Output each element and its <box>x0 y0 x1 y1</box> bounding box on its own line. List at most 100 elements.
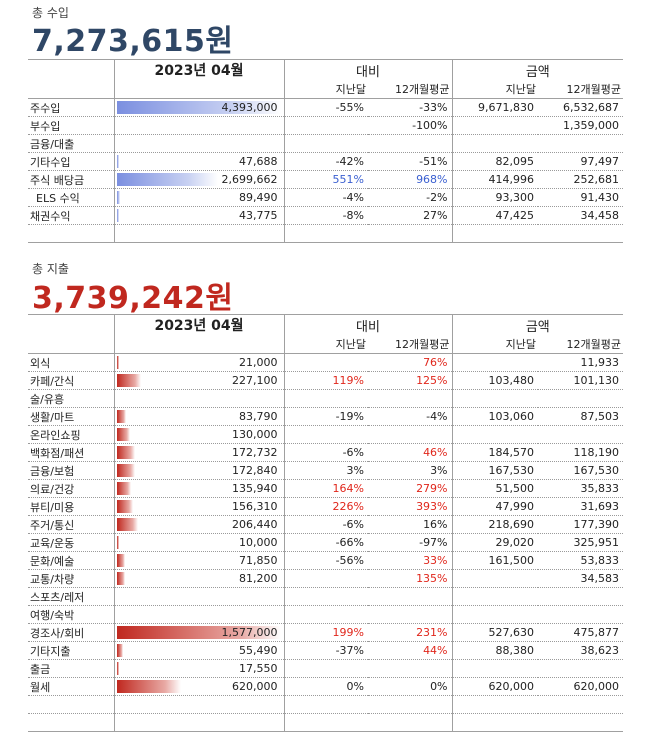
expense-month-value-cell: 156,310 <box>114 497 285 516</box>
income-month-value: 4,393,000 <box>221 101 278 114</box>
expense-compare-prev-month: 199% <box>284 623 368 642</box>
expense-amount-bar <box>116 374 141 387</box>
expense-month-value: 130,000 <box>232 428 278 441</box>
income-amount-prev-month <box>452 224 539 243</box>
expense-category <box>28 695 115 714</box>
income-category: 주수입 <box>28 98 115 117</box>
expense-month-value-cell: 130,000 <box>114 425 285 444</box>
expense-category: 교육/운동 <box>28 533 115 552</box>
income-compare-prev-month <box>284 116 368 135</box>
income-header-compare: 대비 <box>284 59 453 80</box>
expense-compare-avg12: -4% <box>368 407 453 426</box>
expense-row: 교통/차량 81,200 135% 34,583 <box>28 569 624 588</box>
expense-month-value-cell: 172,732 <box>114 443 285 462</box>
income-row: 채권수익 43,775 -8% 27% 47,425 34,458 <box>28 206 624 225</box>
expense-header-period: 2023년 04월 <box>114 314 285 335</box>
expense-category: 뷰티/미용 <box>28 497 115 516</box>
income-compare-prev-month: -4% <box>284 188 368 207</box>
expense-row: 월세 620,000 0% 0% 620,000 620,000 <box>28 677 624 696</box>
expense-amount-avg12: 53,833 <box>538 551 624 570</box>
expense-compare-avg12 <box>368 695 453 714</box>
expense-month-value-cell <box>114 713 285 732</box>
expense-compare-prev-month <box>284 695 368 714</box>
expense-compare-avg12: 135% <box>368 569 453 588</box>
expense-month-value-cell: 10,000 <box>114 533 285 552</box>
income-compare-avg12 <box>368 224 453 243</box>
expense-amount-prev-month: 47,990 <box>452 497 539 516</box>
expense-amount-avg12: 118,190 <box>538 443 624 462</box>
expense-amount-prev-month: 88,380 <box>452 641 539 660</box>
expense-category: 금융/보험 <box>28 461 115 480</box>
expense-amount-prev-month <box>452 389 539 408</box>
expense-month-value: 81,200 <box>239 572 278 585</box>
expense-compare-prev-month: -6% <box>284 443 368 462</box>
expense-amount-avg12: 167,530 <box>538 461 624 480</box>
expense-amount-bar <box>116 644 123 657</box>
income-header-avg12: 12개월평균 <box>368 80 453 99</box>
expense-amount-avg12 <box>538 695 624 714</box>
expense-month-value: 55,490 <box>239 644 278 657</box>
expense-month-value-cell <box>114 587 285 606</box>
expense-amount-prev-month <box>452 713 539 732</box>
income-category: 기타수입 <box>28 152 115 171</box>
expense-category: 기타지출 <box>28 641 115 660</box>
expense-month-value-cell: 172,840 <box>114 461 285 480</box>
income-amount-avg12: 97,497 <box>538 152 624 171</box>
expense-category: 교통/차량 <box>28 569 115 588</box>
income-amount-avg12 <box>538 224 624 243</box>
expense-amount-bar <box>116 518 138 531</box>
income-header-amount-avg12: 12개월평균 <box>538 80 624 99</box>
expense-amount-prev-month <box>452 605 539 624</box>
income-row: 주식 배당금 2,699,662 551% 968% 414,996 252,681 <box>28 170 624 189</box>
income-header-amount: 금액 <box>452 59 624 80</box>
expense-compare-prev-month <box>284 713 368 732</box>
expense-row: 온라인쇼핑 130,000 <box>28 425 624 444</box>
expense-amount-bar <box>116 536 119 549</box>
income-month-value-cell: 4,393,000 <box>114 98 285 117</box>
expense-amount-prev-month: 161,500 <box>452 551 539 570</box>
expense-row: 교육/운동 10,000 -66% -97% 29,020 325,951 <box>28 533 624 552</box>
expense-header-amount: 금액 <box>452 314 624 335</box>
expense-month-value-cell: 227,100 <box>114 371 285 390</box>
income-compare-avg12: 968% <box>368 170 453 189</box>
income-amount-avg12: 6,532,687 <box>538 98 624 117</box>
expense-compare-prev-month <box>284 569 368 588</box>
expense-month-value-cell: 21,000 <box>114 353 285 372</box>
expense-month-value-cell <box>114 695 285 714</box>
income-category: 채권수익 <box>28 206 115 225</box>
expense-compare-avg12: 125% <box>368 371 453 390</box>
expense-month-value: 17,550 <box>239 662 278 675</box>
income-compare-avg12: -100% <box>368 116 453 135</box>
expense-category: 의료/건강 <box>28 479 115 498</box>
expense-row: 경조사/회비 1,577,000 199% 231% 527,630 475,877 <box>28 623 624 642</box>
expense-month-value-cell <box>114 389 285 408</box>
expense-amount-prev-month: 103,480 <box>452 371 539 390</box>
expense-compare-prev-month <box>284 587 368 606</box>
expense-compare-avg12 <box>368 605 453 624</box>
expense-amount-prev-month: 29,020 <box>452 533 539 552</box>
income-compare-prev-month: 551% <box>284 170 368 189</box>
income-category: 금융/대출 <box>28 134 115 153</box>
income-row: 기타수입 47,688 -42% -51% 82,095 97,497 <box>28 152 624 171</box>
expense-amount-avg12: 34,583 <box>538 569 624 588</box>
expense-category: 술/유흥 <box>28 389 115 408</box>
expense-amount-prev-month: 167,530 <box>452 461 539 480</box>
income-total: 7,273,615원 <box>32 24 234 59</box>
expense-month-value: 206,440 <box>232 518 278 531</box>
expense-row: 주거/통신 206,440 -6% 16% 218,690 177,390 <box>28 515 624 534</box>
expense-compare-avg12: 76% <box>368 353 453 372</box>
income-amount-avg12: 252,681 <box>538 170 624 189</box>
income-amount-avg12: 91,430 <box>538 188 624 207</box>
expense-compare-prev-month: -6% <box>284 515 368 534</box>
income-compare-prev-month: -42% <box>284 152 368 171</box>
expense-month-value: 172,840 <box>232 464 278 477</box>
income-amount-avg12 <box>538 134 624 153</box>
expense-amount-avg12: 35,833 <box>538 479 624 498</box>
expense-compare-prev-month: 0% <box>284 677 368 696</box>
income-compare-avg12: -33% <box>368 98 453 117</box>
expense-category: 카페/간식 <box>28 371 115 390</box>
expense-amount-bar <box>116 572 125 585</box>
income-amount-bar <box>116 191 120 204</box>
expense-amount-bar <box>116 428 130 441</box>
expense-amount-avg12: 31,693 <box>538 497 624 516</box>
